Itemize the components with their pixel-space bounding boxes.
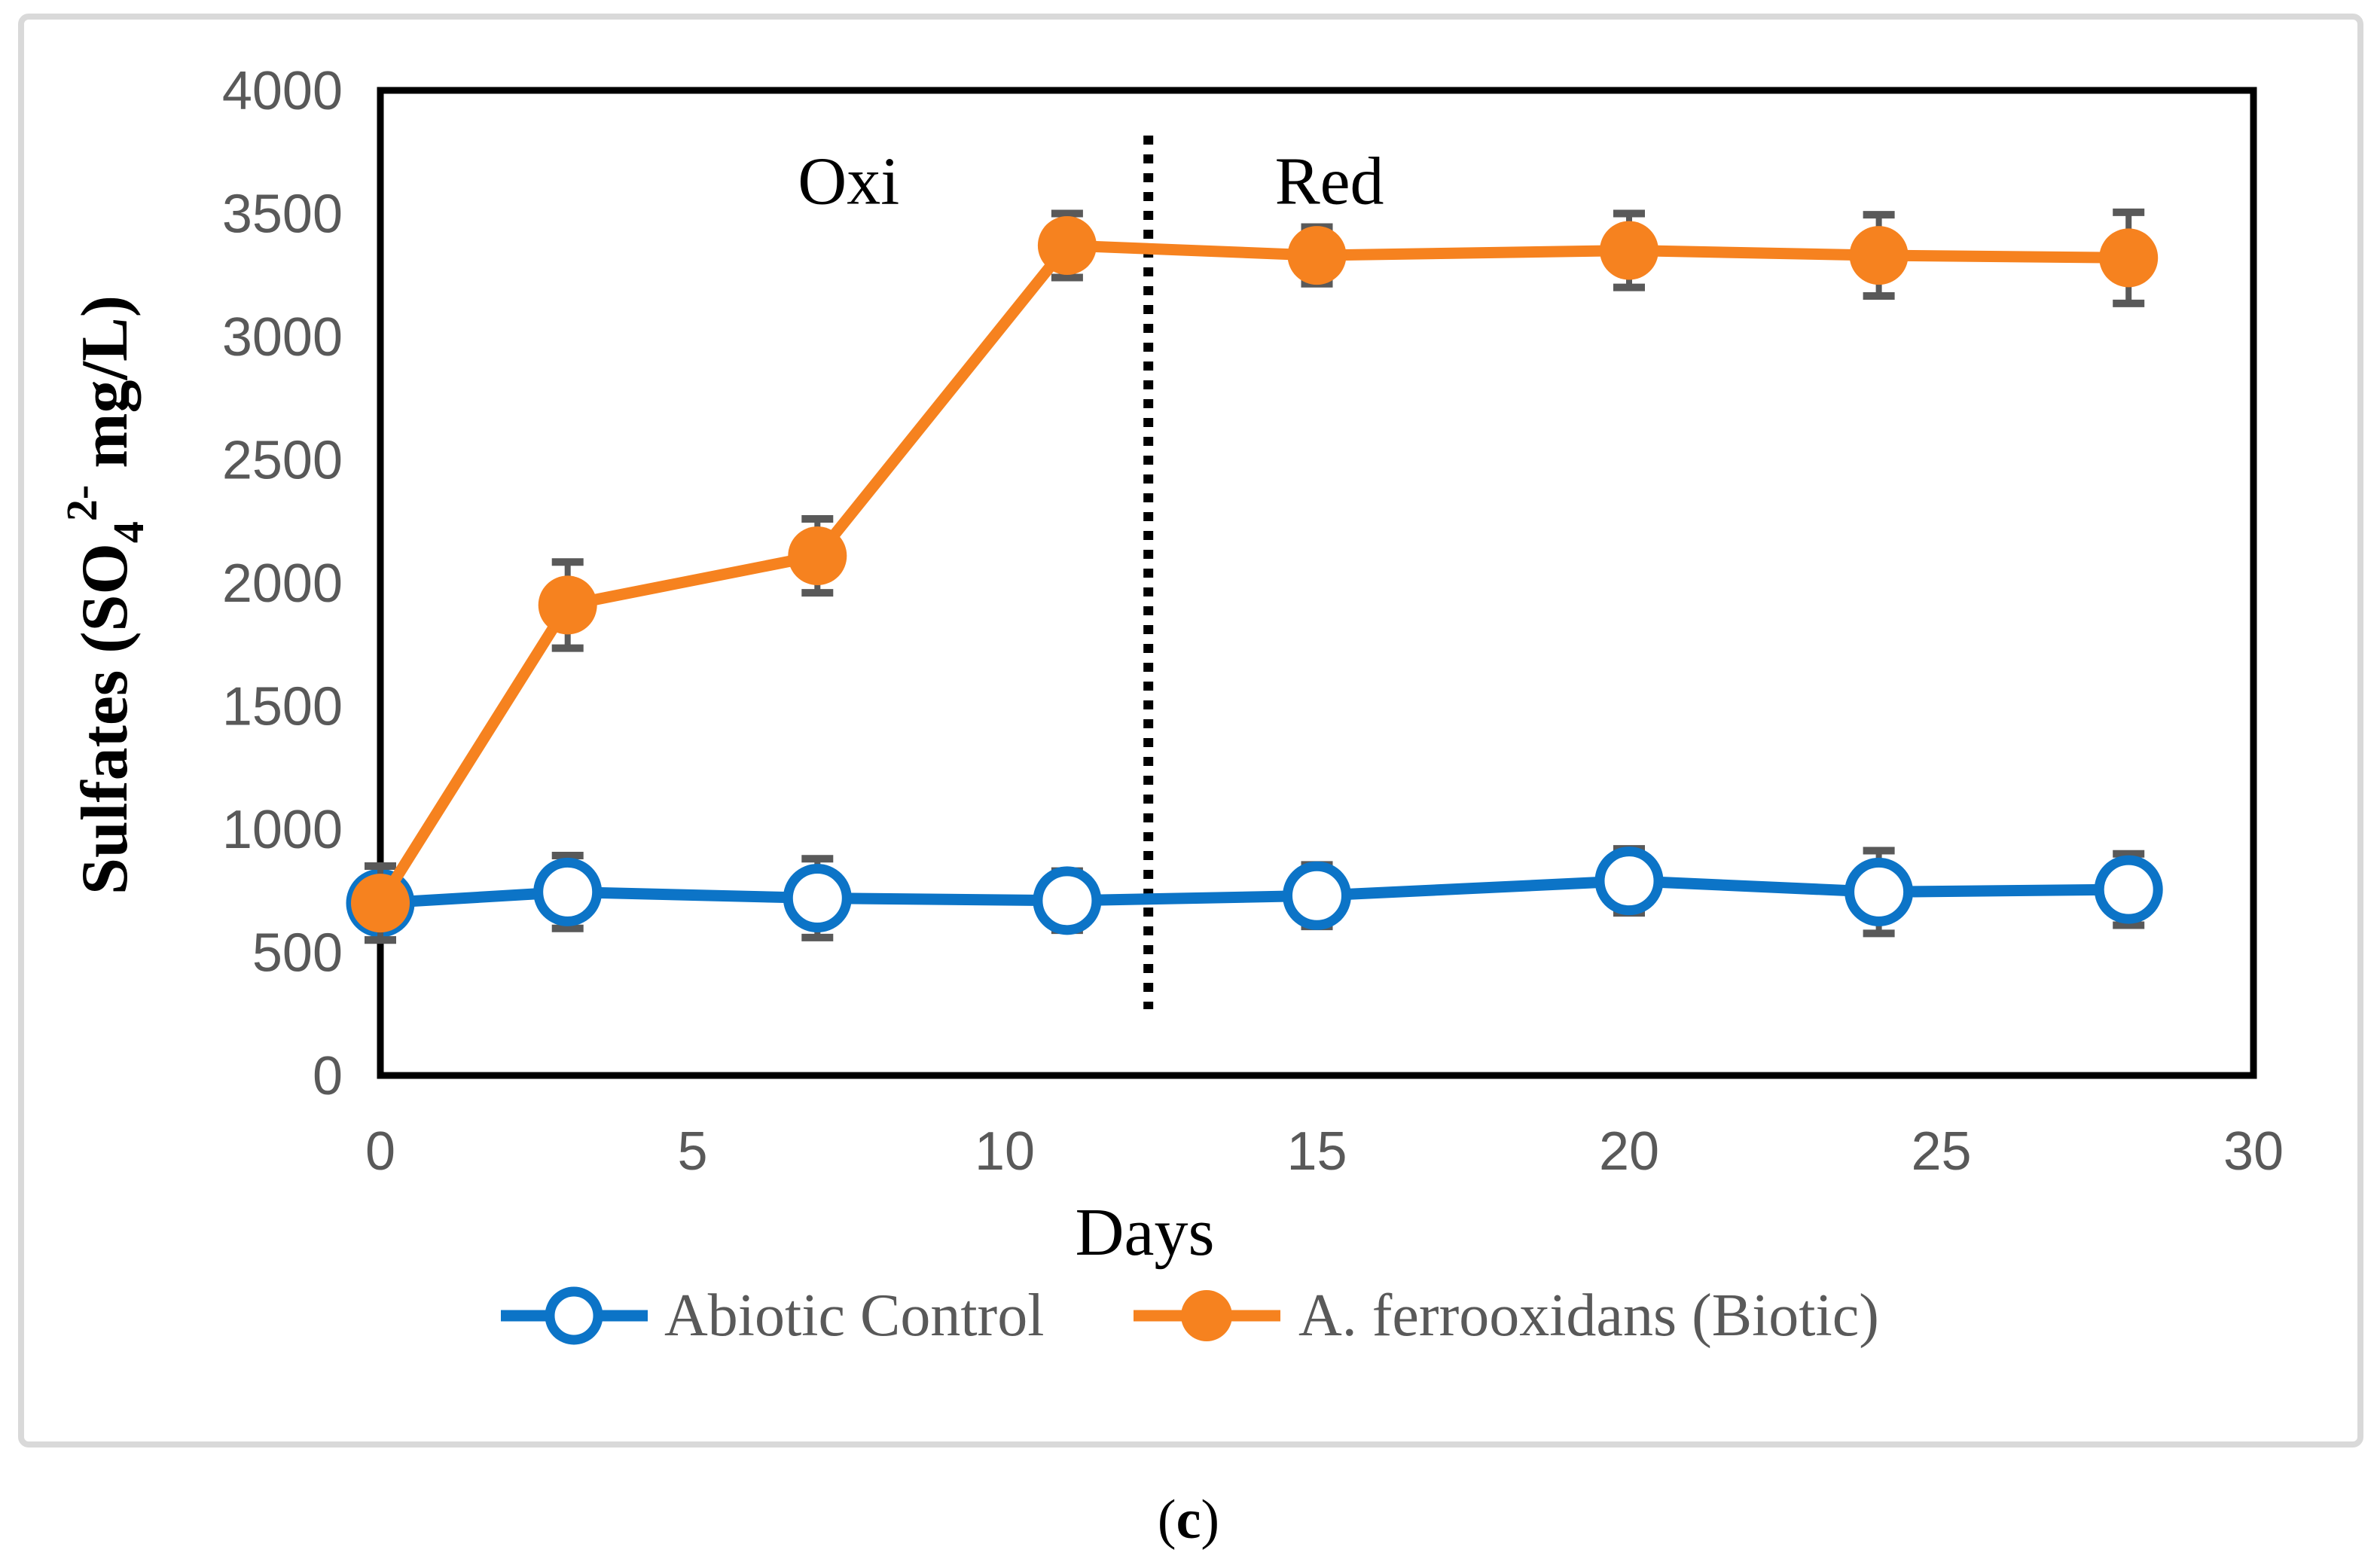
x-tick-label: 15 [1286, 1121, 1347, 1182]
series-biotic [351, 208, 2159, 944]
y-axis-tick-labels: 0 500 1000 1500 2000 2500 3000 3500 4000 [222, 61, 343, 1106]
y-axis-title-prefix: Sulfates (SO [69, 543, 142, 895]
data-point-marker [533, 857, 603, 926]
phase-label-oxi: Oxi [798, 144, 899, 218]
y-axis-title-superscript: 2- [57, 485, 106, 521]
data-point-marker [1849, 226, 1909, 285]
x-tick-label: 0 [365, 1121, 395, 1182]
y-axis-title-subscript: 4 [104, 521, 153, 543]
y-tick-label: 3000 [222, 307, 343, 368]
legend-marker-biotic [1181, 1290, 1232, 1341]
x-tick-label: 20 [1599, 1121, 1659, 1182]
data-point-marker [788, 526, 847, 586]
data-point-marker [1594, 847, 1664, 916]
phase-label-red: Red [1275, 144, 1384, 218]
series-line [380, 875, 2129, 909]
x-tick-label: 30 [2223, 1121, 2284, 1182]
data-point-marker [1283, 861, 1351, 930]
data-point-marker [1845, 857, 1914, 926]
y-tick-label: 1500 [222, 677, 343, 737]
y-tick-label: 3500 [222, 185, 343, 245]
data-point-marker [538, 575, 597, 635]
data-series-layer [346, 208, 2163, 944]
figure-panel [18, 14, 2363, 1448]
y-tick-label: 0 [313, 1046, 343, 1106]
data-point-marker [2094, 855, 2163, 924]
data-point-marker [1033, 866, 1102, 935]
figure-caption: (c) [1158, 1489, 1219, 1551]
series-line [375, 239, 2129, 907]
x-axis-tick-labels: 0 5 10 15 20 25 30 [365, 1121, 2284, 1182]
data-point-marker [783, 864, 852, 933]
x-tick-label: 10 [975, 1121, 1035, 1182]
phase-annotations: Oxi Red [798, 144, 1384, 218]
caption-paren-open: ( [1158, 1489, 1176, 1551]
data-point-marker [1037, 216, 1097, 276]
y-tick-label: 2000 [222, 554, 343, 614]
caption-paren-close: ) [1201, 1489, 1219, 1551]
y-tick-label: 2500 [222, 431, 343, 491]
y-tick-label: 4000 [222, 61, 343, 121]
plot-area-frame [377, 87, 2257, 1079]
data-point-marker [351, 874, 410, 933]
y-tick-label: 1000 [222, 800, 343, 860]
x-tick-label: 5 [677, 1121, 707, 1182]
legend-icons [501, 1286, 1280, 1345]
data-point-marker [1600, 221, 1658, 280]
y-axis-title-suffix: mg/L) [69, 295, 142, 468]
data-point-marker [1287, 226, 1347, 285]
y-tick-label: 500 [252, 923, 343, 984]
legend-label-biotic: A. ferrooxidans (Biotic) [1298, 1283, 1879, 1349]
y-axis-title: Sulfates (SO42- mg/L) [57, 295, 153, 895]
x-axis-title: Days [1076, 1195, 1215, 1270]
legend-label-abiotic-control: Abiotic Control [664, 1283, 1044, 1349]
data-point-marker [2099, 228, 2159, 288]
legend-marker-abiotic [545, 1286, 603, 1345]
x-tick-label: 25 [1911, 1121, 1971, 1182]
caption-letter: c [1176, 1489, 1201, 1551]
